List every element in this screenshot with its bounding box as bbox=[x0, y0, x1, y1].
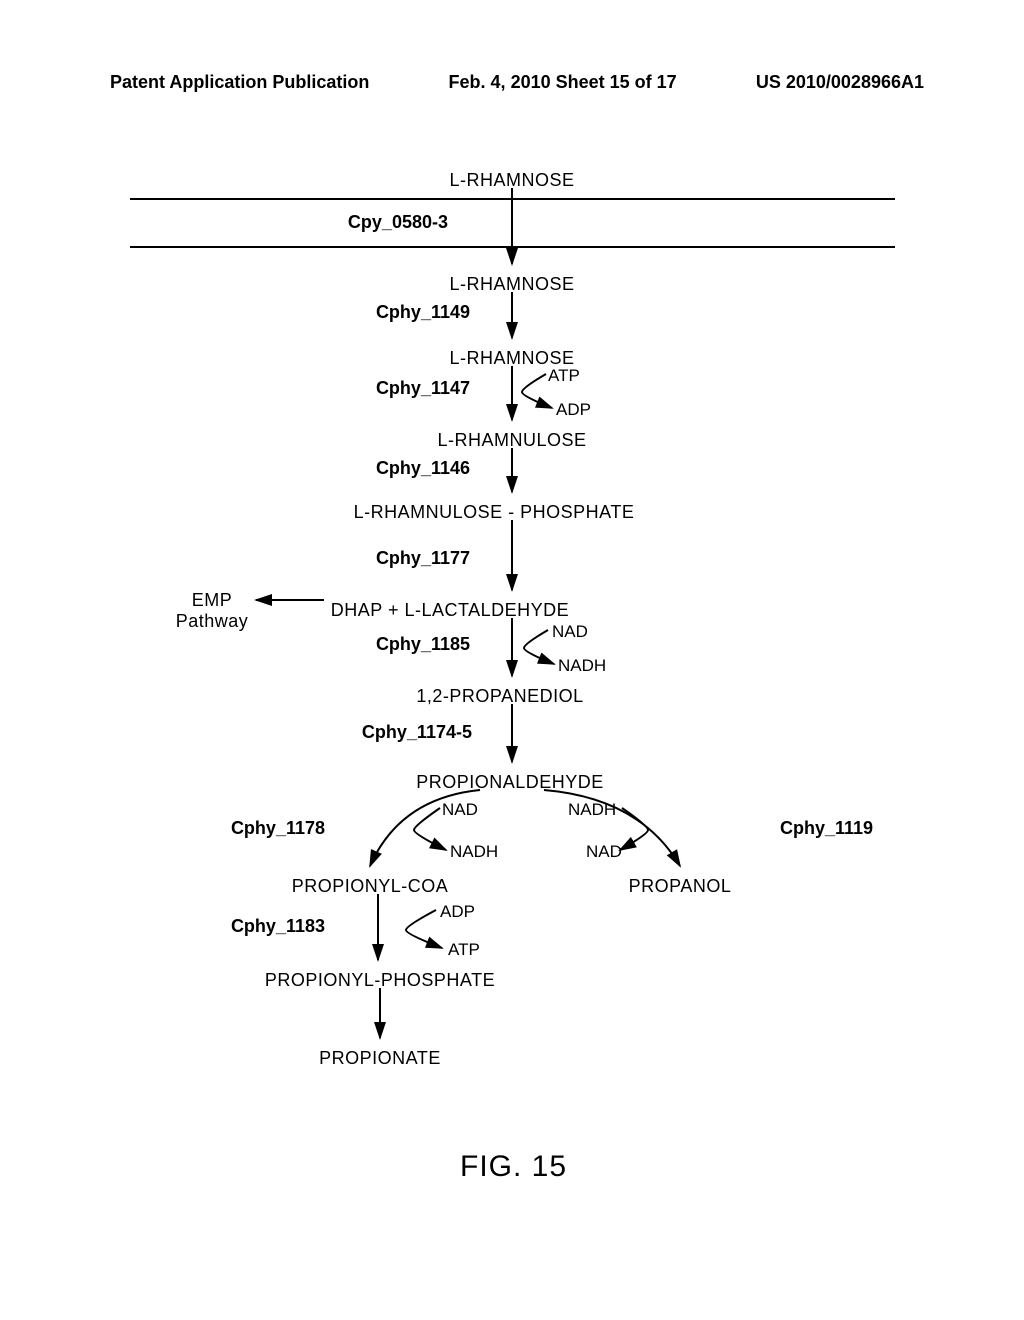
header-left: Patent Application Publication bbox=[110, 72, 369, 93]
header-right: US 2010/0028966A1 bbox=[756, 72, 924, 93]
header-center: Feb. 4, 2010 Sheet 15 of 17 bbox=[449, 72, 677, 93]
arrow-layer bbox=[0, 150, 1024, 1250]
page-header: Patent Application Publication Feb. 4, 2… bbox=[110, 72, 924, 93]
